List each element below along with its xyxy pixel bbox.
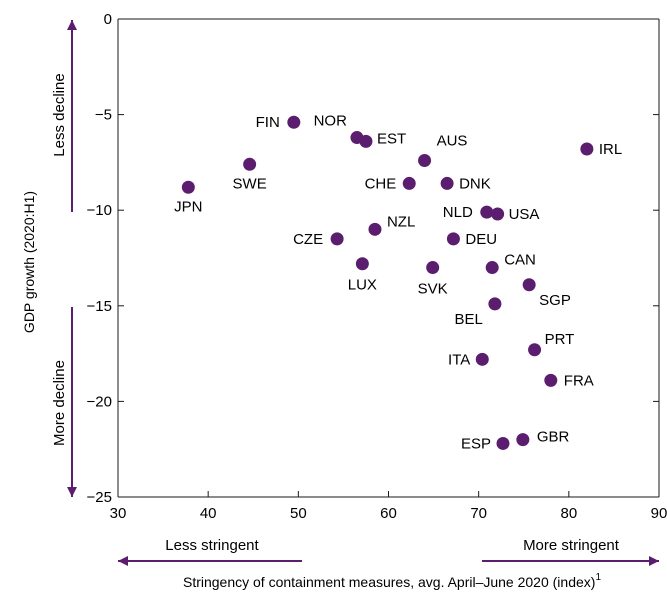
x-tick-label: 90	[651, 505, 667, 522]
right-arrow-head	[649, 556, 659, 566]
data-point-esp	[496, 436, 510, 450]
data-point-fin	[287, 115, 301, 129]
y-tick-label: −5	[95, 107, 112, 124]
data-label-nor: NOR	[314, 113, 348, 130]
y-tick-label: −15	[87, 298, 112, 315]
data-label-nld: NLD	[443, 204, 473, 221]
data-label-esp: ESP	[461, 435, 491, 452]
more-stringent-note: More stringent	[523, 537, 620, 554]
ticks: 30 40 50 60 70 80 90 0 −5 −10 −15 −20 −25	[87, 11, 667, 522]
less-stringent-note: Less stringent	[165, 537, 259, 554]
x-tick-label: 60	[380, 505, 397, 522]
data-point-gbr	[516, 433, 530, 447]
x-tick-label: 70	[470, 505, 487, 522]
data-label-prt: PRT	[545, 331, 575, 348]
y-tick-label: −25	[87, 489, 112, 506]
x-tick-label: 40	[200, 505, 217, 522]
less-decline-note: Less decline	[51, 73, 68, 156]
data-label-svk: SVK	[418, 281, 448, 298]
y-tick-label: 0	[104, 11, 112, 28]
y-tick-label: −20	[87, 393, 112, 410]
data-point-nzl	[368, 222, 382, 236]
data-label-aus: AUS	[437, 132, 468, 149]
data-point-cze	[330, 232, 344, 246]
axes	[117, 18, 660, 498]
x-axis-title-text: Stringency of containment measures, avg.…	[183, 574, 595, 590]
direction-arrows	[67, 20, 659, 566]
data-point-lux	[355, 257, 369, 271]
data-point-fra	[544, 373, 558, 387]
x-axis-title-superscript: 1	[595, 572, 601, 583]
data-label-che: CHE	[365, 175, 397, 192]
data-point-jpn	[181, 180, 195, 194]
data-label-dnk: DNK	[459, 175, 491, 192]
data-label-est: EST	[377, 130, 406, 147]
y-axis-title: GDP growth (2020:H1)	[21, 191, 37, 333]
data-point-ita	[475, 352, 489, 366]
data-points	[181, 115, 594, 450]
data-point-svk	[426, 261, 440, 275]
data-label-usa: USA	[509, 206, 540, 223]
data-label-fra: FRA	[564, 372, 594, 389]
data-point-che	[402, 176, 416, 190]
left-arrow-head	[118, 556, 128, 566]
data-point-dnk	[440, 176, 454, 190]
data-label-nzl: NZL	[387, 213, 415, 230]
data-label-fin: FIN	[256, 114, 280, 131]
data-point-aus	[418, 153, 432, 167]
down-arrow-head	[67, 487, 77, 497]
data-point-deu	[446, 232, 460, 246]
data-point-nld	[480, 205, 494, 219]
data-point-irl	[580, 142, 594, 156]
x-tick-label: 80	[560, 505, 577, 522]
data-point-prt	[528, 343, 542, 357]
data-label-deu: DEU	[465, 231, 497, 248]
data-point-swe	[243, 157, 257, 171]
data-labels: JPN SWE FIN NOR EST AUS IRL CHE DNK NLD USA CZE NZL D…	[174, 113, 622, 453]
up-arrow-head	[67, 20, 77, 30]
more-decline-note: More decline	[51, 360, 68, 446]
data-label-can: CAN	[504, 252, 536, 269]
x-axis-title: Stringency of containment measures, avg.…	[183, 572, 601, 590]
data-label-ita: ITA	[448, 351, 470, 368]
data-label-gbr: GBR	[537, 429, 570, 446]
data-label-cze: CZE	[293, 231, 323, 248]
data-point-usa	[491, 207, 505, 221]
data-label-swe: SWE	[233, 175, 267, 192]
data-label-jpn: JPN	[174, 198, 202, 215]
data-label-bel: BEL	[455, 311, 483, 328]
data-point-can	[485, 261, 499, 275]
data-point-sgp	[522, 278, 536, 292]
y-tick-label: −10	[87, 202, 112, 219]
data-label-sgp: SGP	[539, 292, 571, 309]
data-label-irl: IRL	[599, 141, 622, 158]
data-point-est	[359, 134, 373, 148]
x-tick-label: 50	[290, 505, 307, 522]
data-label-lux: LUX	[348, 277, 377, 294]
data-point-bel	[488, 297, 502, 311]
x-tick-label: 30	[110, 505, 127, 522]
